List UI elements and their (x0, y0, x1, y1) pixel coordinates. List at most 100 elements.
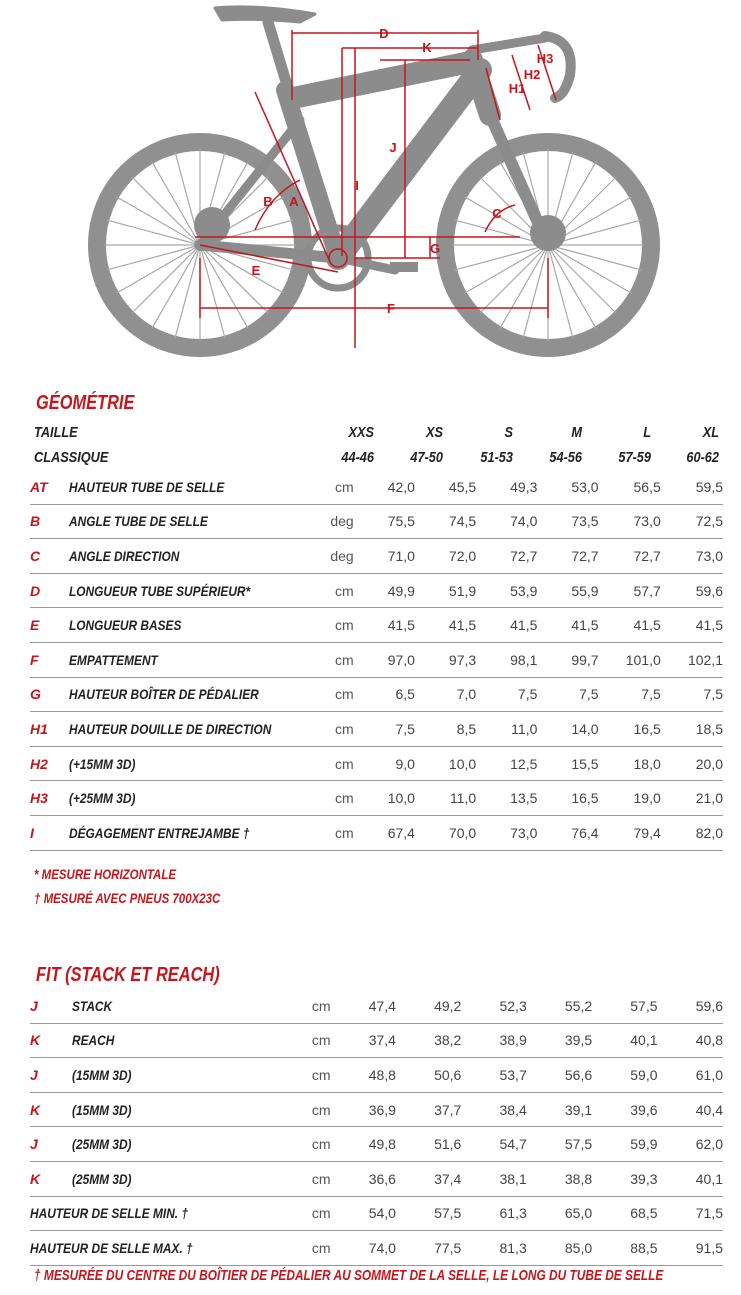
row-value: 49,9 (353, 573, 415, 609)
table-row: HAUTEUR DE SELLE MAX. † cm 74,0 77,5 81,3 85,… (30, 1230, 723, 1266)
row-value: 49,8 (330, 1126, 396, 1162)
row-label-text: REACH (71, 1032, 115, 1049)
row-value: 9,0 (353, 746, 415, 782)
row-label-text: DÉGAGEMENT ENTREJAMBE † (69, 824, 250, 841)
row-value: 77,5 (395, 1230, 462, 1266)
table-row: K (25MM 3D) cm 36,6 37,4 38,1 38,8 39,3 40,1 (30, 1161, 723, 1197)
row-value: 72,5 (660, 504, 723, 540)
row-value: 74,5 (414, 504, 477, 540)
row-value: 99,7 (537, 642, 599, 678)
dimension-label: F (387, 301, 395, 316)
row-value: 7,5 (598, 677, 661, 713)
dimension-label: B (263, 194, 272, 209)
row-value: 71,0 (353, 538, 415, 574)
row-value: 53,7 (461, 1057, 527, 1093)
row-value: 70,0 (414, 815, 477, 851)
dimension-label: H1 (509, 81, 526, 96)
table-row: E LONGUEUR BASES cm 41,5 41,5 41,5 41,5 41,5 41,… (30, 607, 723, 643)
table-row: I DÉGAGEMENT ENTREJAMBE † cm 67,4 70,0 73,0 76… (30, 815, 723, 851)
geometry-title: GÉOMÉTRIE (36, 392, 135, 414)
row-value: 40,1 (657, 1161, 723, 1197)
row-value: 16,5 (598, 711, 661, 747)
row-value: 51,6 (395, 1126, 462, 1162)
row-value: 56,6 (526, 1057, 593, 1093)
row-value: 37,4 (330, 1023, 396, 1059)
row-value: 10,0 (414, 746, 477, 782)
row-label: REACH (71, 1023, 282, 1059)
row-value: 40,1 (592, 1023, 658, 1059)
size-header: XL (702, 424, 719, 441)
row-label: HAUTEUR TUBE DE SELLE (69, 470, 308, 505)
row-label-text: HAUTEUR BOÎTER DE PÉDALIER (69, 686, 259, 703)
row-value: 7,0 (414, 677, 477, 713)
row-unit: cm (281, 989, 331, 1024)
row-unit: cm (281, 1161, 331, 1197)
row-value: 39,3 (592, 1161, 658, 1197)
row-value: 40,8 (657, 1023, 723, 1059)
row-value: 49,2 (395, 989, 462, 1024)
size-header: S (504, 424, 513, 441)
row-label-text: ANGLE TUBE DE SELLE (69, 513, 208, 530)
row-label-text: (15MM 3D) (71, 1066, 132, 1083)
row-value: 88,5 (592, 1230, 658, 1266)
row-code: H3 (30, 780, 70, 816)
row-value: 74,0 (330, 1230, 396, 1266)
row-value: 72,7 (537, 538, 599, 574)
size-range-header: 51-53 (480, 449, 513, 466)
row-value: 48,8 (330, 1057, 396, 1093)
row-value: 12,5 (476, 746, 538, 782)
dimension-label: E (252, 263, 261, 278)
row-unit: cm (307, 642, 354, 678)
row-code: J (30, 989, 72, 1024)
note-horizontal: * MESURE HORIZONTALE (34, 866, 177, 882)
table-row: K REACH cm 37,4 38,2 38,9 39,5 40,1 40,8 (30, 1023, 723, 1059)
row-code: H2 (30, 746, 70, 782)
size-range-header: 47-50 (410, 449, 443, 466)
row-code: J (30, 1126, 72, 1162)
row-label: (+25MM 3D) (69, 780, 308, 816)
row-unit: cm (281, 1196, 331, 1232)
row-value: 73,0 (476, 815, 538, 851)
row-value: 91,5 (657, 1230, 723, 1266)
row-code: J (30, 1057, 72, 1093)
row-value: 71,5 (657, 1196, 723, 1232)
bike-silhouette (88, 5, 660, 357)
row-value: 7,5 (476, 677, 538, 713)
row-unit: cm (281, 1126, 331, 1162)
row-value: 10,0 (353, 780, 415, 816)
row-value: 41,5 (476, 607, 538, 643)
dimension-label: K (422, 40, 432, 55)
row-code: AT (30, 470, 70, 505)
row-value: 97,3 (414, 642, 477, 678)
row-label-text: (25MM 3D) (71, 1136, 132, 1153)
row-unit: cm (307, 573, 354, 609)
row-label-text: HAUTEUR DOUILLE DE DIRECTION (69, 720, 272, 737)
header-taille: TAILLE (34, 424, 78, 441)
row-label: ANGLE DIRECTION (69, 538, 308, 574)
row-value: 36,6 (330, 1161, 396, 1197)
row-value: 11,0 (414, 780, 477, 816)
size-range-header: 54-56 (549, 449, 582, 466)
table-row: K (15MM 3D) cm 36,9 37,7 38,4 39,1 39,6 40,4 (30, 1092, 723, 1128)
row-value: 20,0 (660, 746, 723, 782)
size-header: L (643, 424, 651, 441)
row-value: 38,2 (395, 1023, 462, 1059)
row-value: 72,7 (476, 538, 538, 574)
row-value: 54,7 (461, 1126, 527, 1162)
row-unit: deg (307, 504, 354, 540)
table-row: H1 HAUTEUR DOUILLE DE DIRECTION cm 7,5 8,5 11… (30, 711, 723, 747)
geometry-table: AT HAUTEUR TUBE DE SELLE cm 42,0 45,5 49,3 53,… (30, 470, 723, 851)
row-value: 65,0 (526, 1196, 593, 1232)
row-value: 47,4 (330, 989, 396, 1024)
row-label-text: (+25MM 3D) (69, 790, 136, 807)
row-unit: cm (307, 815, 354, 851)
dimension-label: G (430, 241, 440, 256)
row-value: 38,4 (461, 1092, 527, 1128)
row-value: 39,1 (526, 1092, 593, 1128)
fit-title: FIT (STACK ET REACH) (36, 964, 220, 986)
row-label-text: STACK (71, 997, 112, 1014)
row-unit: cm (307, 677, 354, 713)
row-value: 56,5 (598, 470, 661, 505)
dimension-label: A (289, 194, 299, 209)
